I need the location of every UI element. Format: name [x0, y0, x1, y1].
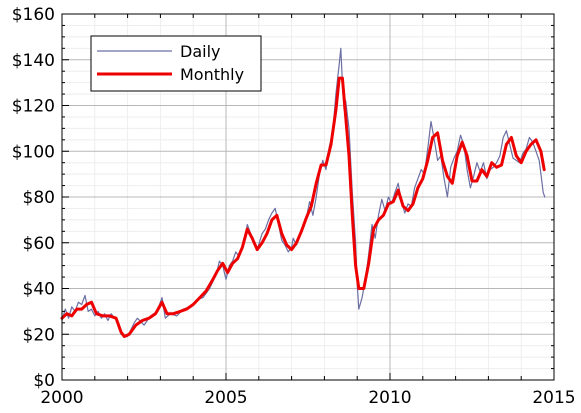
major-grid — [62, 14, 554, 380]
y-tick-label: $160 — [12, 5, 55, 25]
minor-grid — [62, 14, 554, 380]
legend: Daily Monthly — [90, 35, 262, 92]
legend-label-daily: Daily — [180, 42, 220, 61]
legend-label-monthly: Monthly — [180, 65, 244, 84]
series-line-monthly — [60, 76, 546, 338]
y-tick-label: $120 — [12, 97, 55, 117]
y-axis-tick-labels: $0 $20 $40 $60 $80 $100 $120 $140 $160 — [12, 5, 55, 391]
legend-box — [90, 35, 262, 92]
x-tick-label: 2010 — [368, 388, 411, 408]
y-tick-label: $100 — [12, 142, 55, 162]
y-tick-label: $20 — [23, 325, 55, 345]
y-tick-label: $80 — [23, 188, 55, 208]
x-tick-label: 2000 — [40, 388, 83, 408]
tick-marks — [61, 13, 555, 381]
x-axis-tick-labels: 2000 2005 2010 2015 — [40, 388, 575, 408]
x-tick-label: 2005 — [204, 388, 247, 408]
y-tick-label: $0 — [33, 371, 55, 391]
y-tick-label: $40 — [23, 280, 55, 300]
series-layer — [60, 47, 546, 338]
y-tick-label: $60 — [23, 234, 55, 254]
y-tick-label: $140 — [12, 51, 55, 71]
x-tick-label: 2015 — [532, 388, 575, 408]
